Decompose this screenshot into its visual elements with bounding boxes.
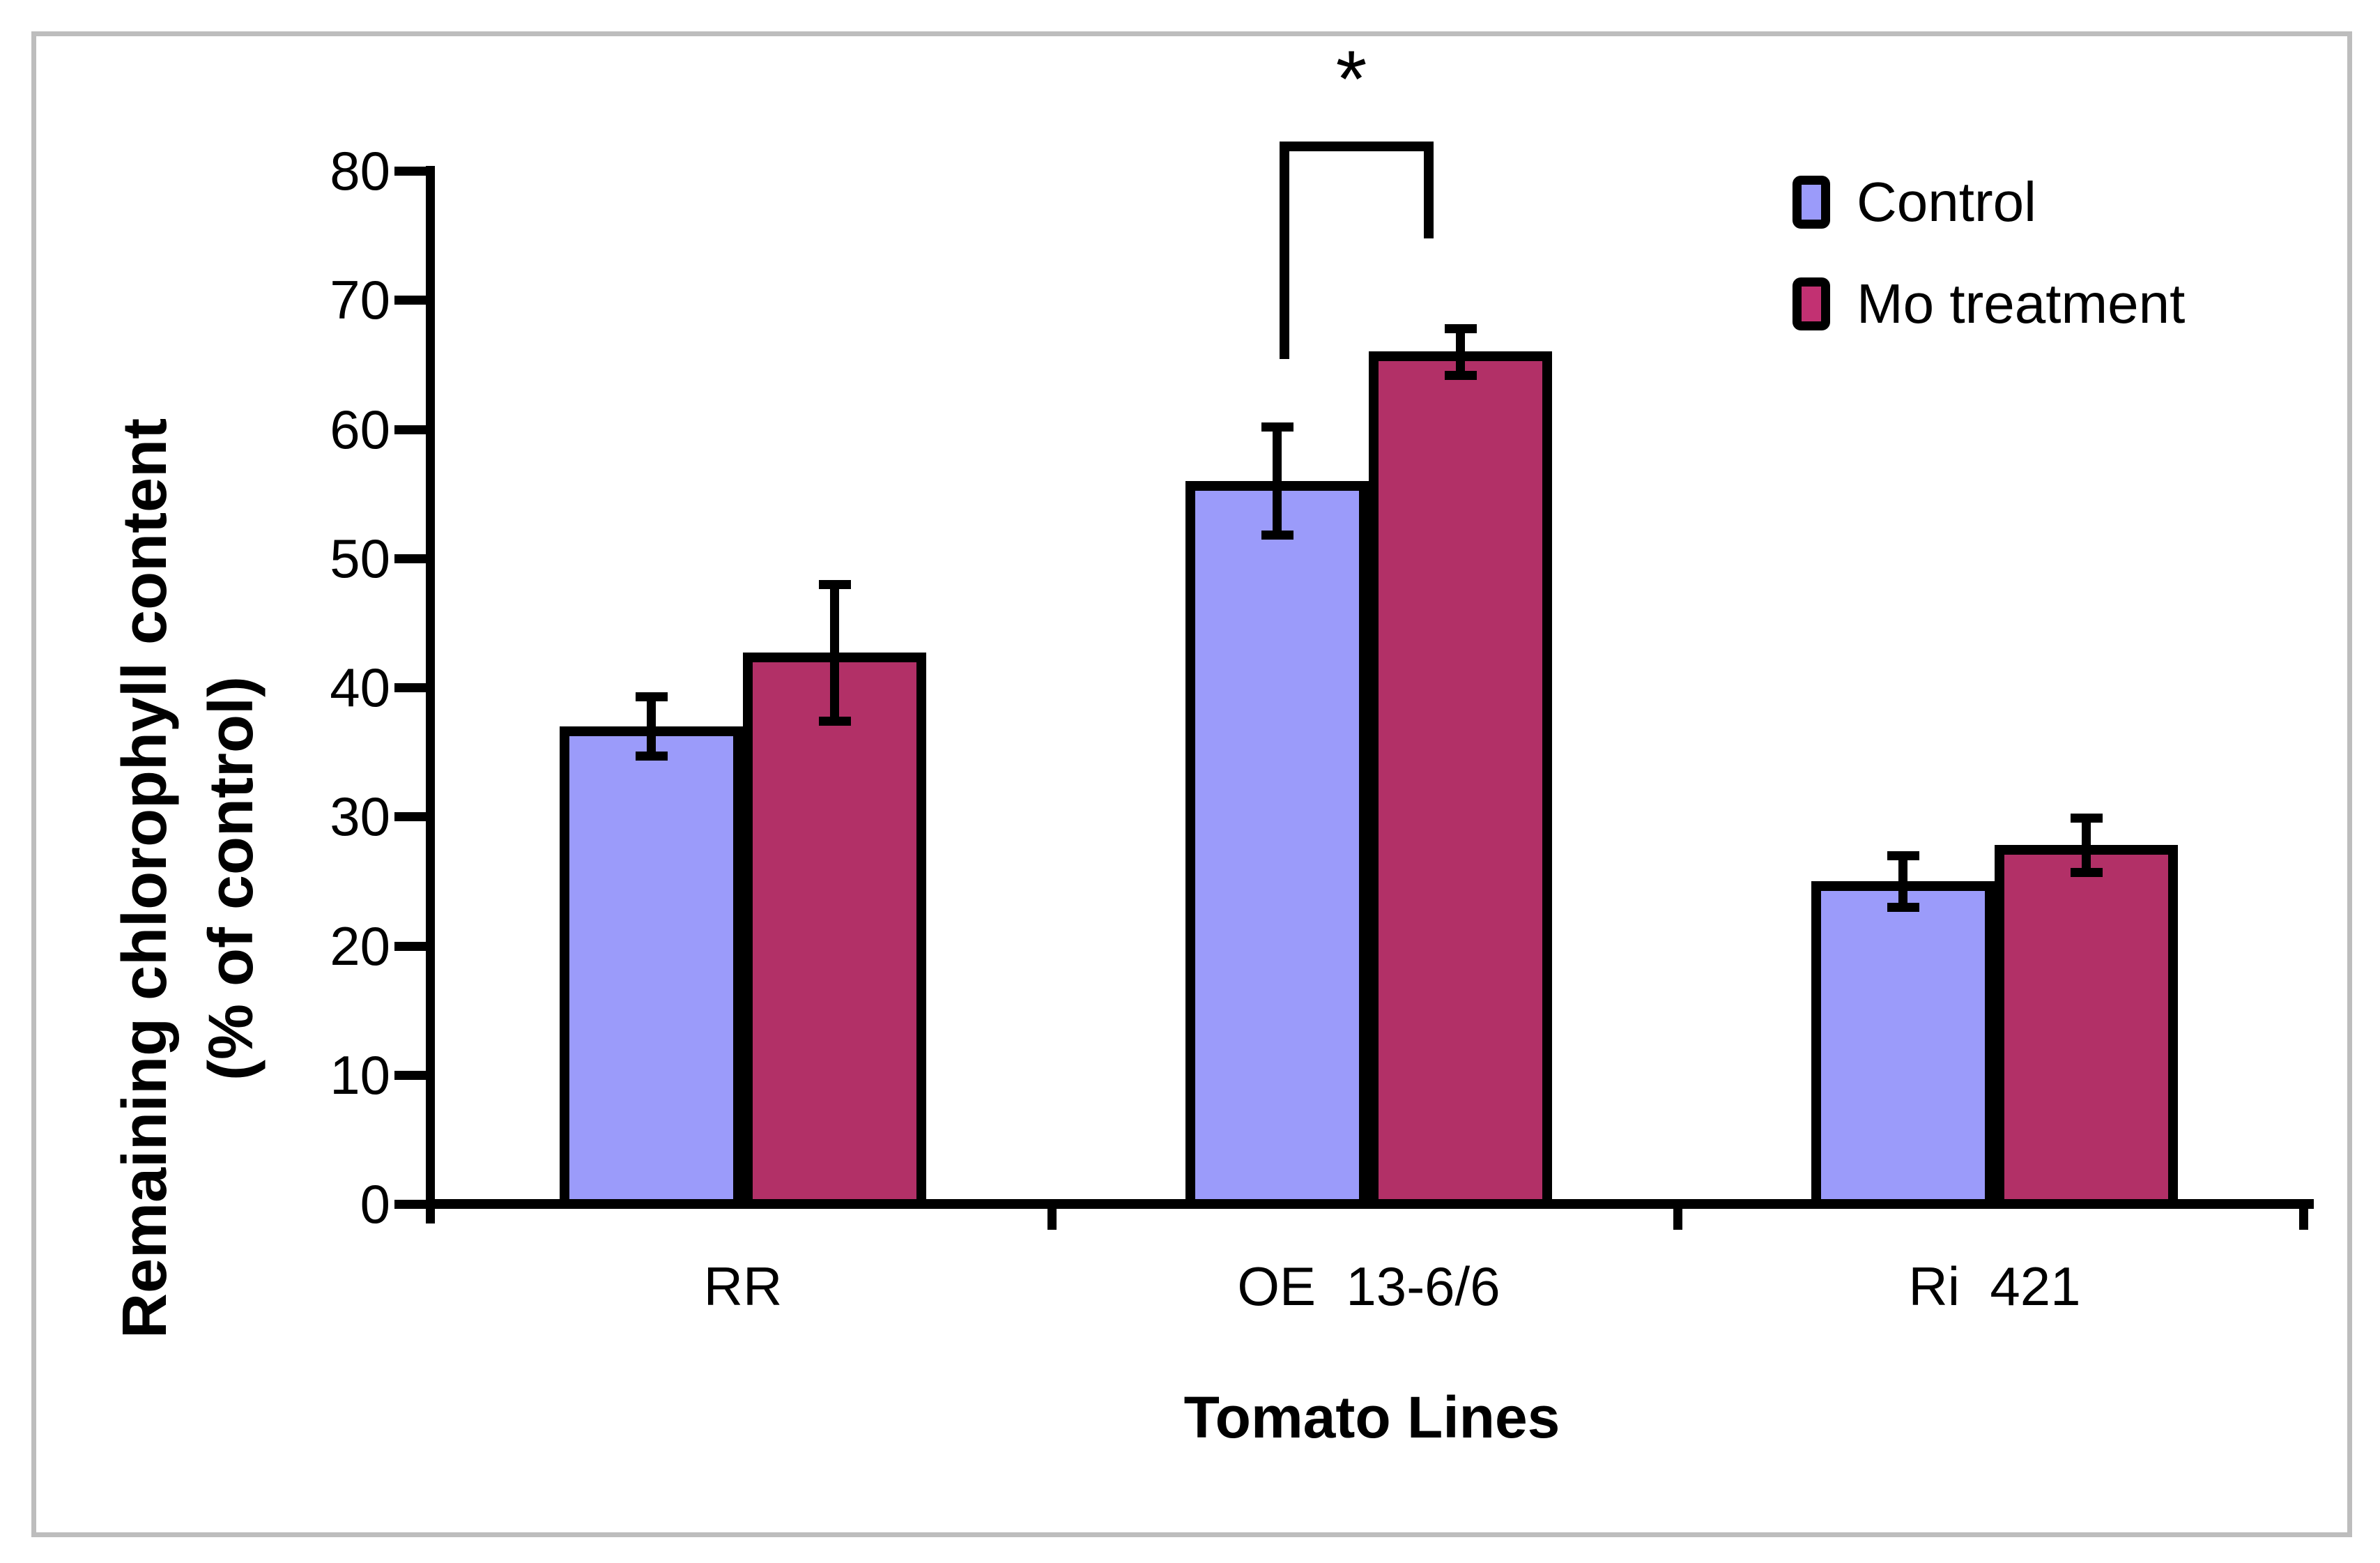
y-axis-title-line1: Remaining chlorophyll content xyxy=(109,418,180,1339)
error-bar-cap xyxy=(636,692,668,701)
y-axis-title-line2: (% of control) xyxy=(197,676,266,1081)
y-axis-title: Remaining chlorophyll content (% of cont… xyxy=(102,418,275,1339)
error-bar-cap xyxy=(1887,851,1919,860)
y-axis-tick-label: 80 xyxy=(330,140,390,201)
y-axis-tick-label: 60 xyxy=(330,399,390,460)
y-axis-tick xyxy=(394,683,426,692)
bar-control-2 xyxy=(1811,881,1995,1209)
legend-item-control: Control xyxy=(1792,170,2036,234)
significance-bracket-right-leg xyxy=(1424,142,1434,238)
x-axis-line xyxy=(426,1199,2314,1209)
x-axis-tick xyxy=(1673,1209,1682,1230)
y-axis-tick-label: 0 xyxy=(360,1173,390,1235)
error-bar-cap xyxy=(2071,814,2103,823)
y-axis-line xyxy=(426,166,435,1223)
y-axis-tick xyxy=(394,812,426,821)
bar-control-0 xyxy=(560,726,743,1209)
x-category-label: Ri 421 xyxy=(1908,1256,2081,1317)
y-axis-tick xyxy=(394,425,426,434)
bar-mo-treatment-0 xyxy=(743,653,926,1209)
legend-item-mo-treatment: Mo treatment xyxy=(1792,272,2185,336)
error-bar-line xyxy=(1456,328,1465,375)
error-bar-cap xyxy=(819,717,851,726)
y-axis-tick-label: 50 xyxy=(330,528,390,589)
error-bar-cap xyxy=(636,752,668,761)
legend-swatch-mo-treatment xyxy=(1792,277,1830,330)
legend-swatch-control xyxy=(1792,176,1830,229)
bar-mo-treatment-1 xyxy=(1369,351,1552,1209)
error-bar-cap xyxy=(1445,324,1477,333)
error-bar-cap xyxy=(2071,868,2103,877)
error-bar-cap xyxy=(819,580,851,589)
error-bar-cap xyxy=(1887,903,1919,912)
significance-asterisk: * xyxy=(1335,35,1367,124)
x-category-label: RR xyxy=(703,1256,783,1317)
significance-bracket-top xyxy=(1280,142,1434,151)
error-bar-line xyxy=(647,696,656,756)
y-axis-tick xyxy=(394,296,426,305)
error-bar-line xyxy=(1898,855,1907,907)
x-axis-title: Tomato Lines xyxy=(1183,1385,1560,1450)
y-axis-tick-label: 10 xyxy=(330,1044,390,1106)
bar-control-1 xyxy=(1185,481,1369,1209)
y-axis-tick-label: 70 xyxy=(330,269,390,330)
error-bar-cap xyxy=(1445,371,1477,380)
error-bar-cap xyxy=(1261,531,1293,540)
error-bar-line xyxy=(1273,427,1282,535)
error-bar-line xyxy=(830,584,839,721)
error-bar-cap xyxy=(1261,422,1293,432)
legend-label-control: Control xyxy=(1857,171,2036,233)
y-axis-tick xyxy=(394,942,426,951)
bar-mo-treatment-2 xyxy=(1995,845,2178,1209)
y-axis-tick xyxy=(394,167,426,176)
y-axis-tick xyxy=(394,554,426,563)
y-axis-tick xyxy=(394,1071,426,1080)
x-axis-tick xyxy=(1047,1209,1057,1230)
legend-label-mo-treatment: Mo treatment xyxy=(1857,273,2186,335)
y-axis-tick-label: 30 xyxy=(330,786,390,847)
y-axis-tick-label: 20 xyxy=(330,915,390,977)
y-axis-tick-label: 40 xyxy=(330,657,390,718)
y-axis-tick xyxy=(394,1200,426,1209)
error-bar-line xyxy=(2082,818,2091,872)
significance-bracket-left-leg xyxy=(1280,142,1289,359)
x-axis-tick xyxy=(2299,1209,2308,1230)
x-category-label: OE 13-6/6 xyxy=(1237,1256,1500,1317)
